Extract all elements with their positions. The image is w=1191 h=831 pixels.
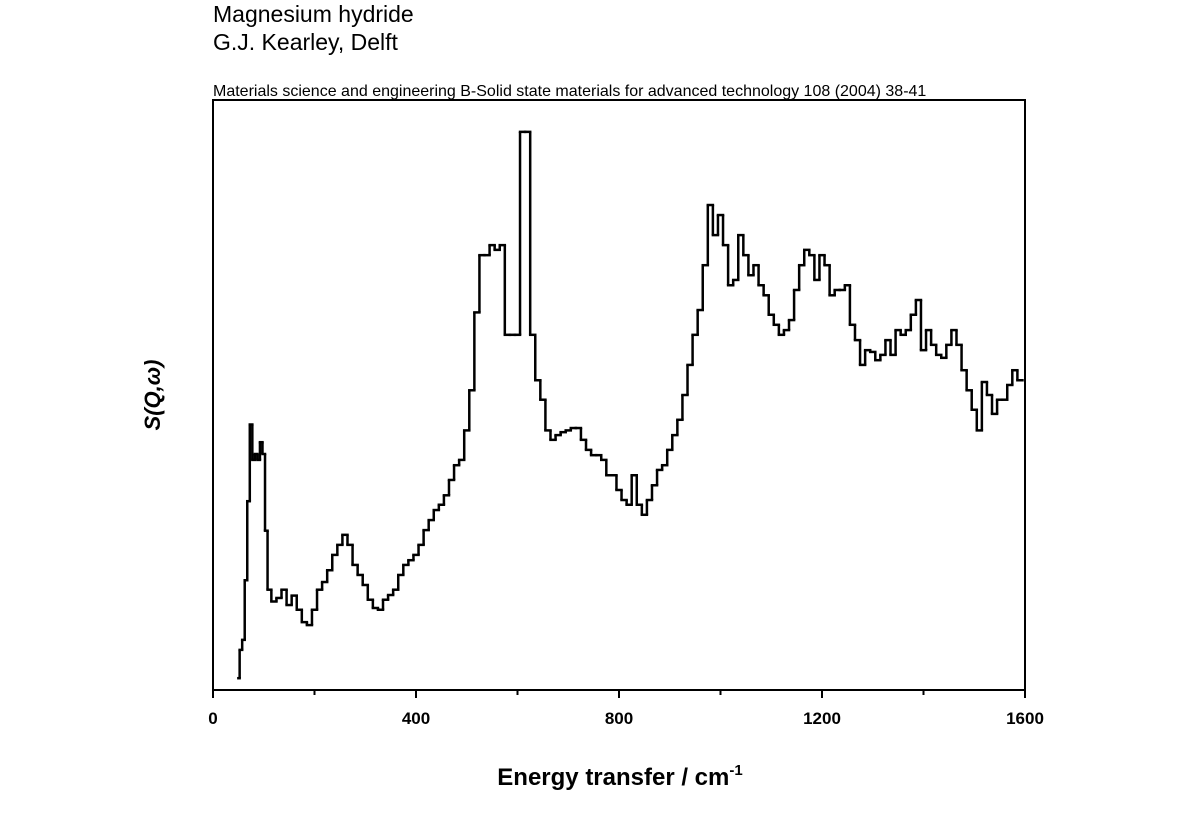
chart-subtitle: G.J. Kearley, Delft (213, 29, 399, 55)
y-axis-label: S(Q,ω) (140, 360, 165, 431)
x-tick-label: 400 (402, 709, 430, 728)
x-tick-label: 1200 (803, 709, 841, 728)
x-axis-label-text: Energy transfer / cm (497, 764, 729, 791)
x-axis-label: Energy transfer / cm-1 (497, 762, 742, 791)
chart-title: Magnesium hydride (213, 1, 414, 27)
x-tick-label: 800 (605, 709, 633, 728)
plot-frame (212, 99, 1026, 691)
x-tick-label: 1600 (1006, 709, 1044, 728)
x-tick-label: 0 (208, 709, 217, 728)
citation: Materials science and engineering B-Soli… (213, 83, 926, 100)
step-connector (238, 131, 1019, 679)
x-axis-label-superscript: -1 (729, 762, 742, 779)
